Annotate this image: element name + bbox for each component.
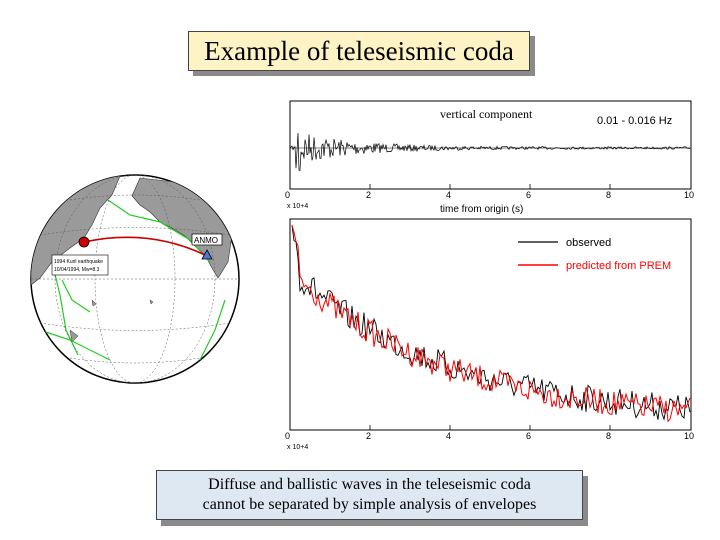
bottom-x-tick-2: 2: [366, 431, 371, 441]
top-seismogram-trace: [289, 132, 691, 171]
station-label: ANMO: [194, 236, 218, 245]
top-x-tick-4: 4: [446, 190, 451, 200]
great-circle-path: [83, 236, 208, 257]
earthquake-marker: [78, 236, 90, 248]
caption-line-1: Diffuse and ballistic waves in the teles…: [208, 476, 531, 493]
predicted-envelope: [291, 224, 691, 423]
plate-boundaries: [39, 199, 226, 361]
slide-title: Example of teleseismic coda: [188, 31, 530, 71]
band-label: 0.01 - 0.016 Hz: [597, 115, 672, 127]
top-x-label: time from origin (s): [440, 204, 523, 215]
bottom-x-tick-8: 8: [606, 431, 611, 441]
legend-predicted-label: predicted from PREM: [566, 260, 671, 272]
bottom-x-scale: x 10+4: [287, 444, 308, 451]
bottom-x-tick-6: 6: [526, 431, 531, 441]
bottom-x-tick-10: 10: [684, 431, 694, 441]
bottom-x-ticks: [289, 425, 692, 430]
bottom-x-tick-0: 0: [285, 431, 290, 441]
top-x-tick-8: 8: [606, 190, 611, 200]
observed-envelope: [291, 225, 691, 421]
islands: [69, 299, 154, 343]
top-x-scale: x 10+4: [287, 203, 308, 210]
bottom-x-tick-4: 4: [446, 431, 451, 441]
station-marker: [201, 249, 213, 260]
legend-observed-label: observed: [566, 237, 611, 249]
graticule: [31, 175, 239, 383]
top-x-tick-6: 6: [526, 190, 531, 200]
event-label-line1: 1994 Kuril earthquake: [54, 259, 103, 265]
event-label-line2: 10/04/1994, Mw=8.3: [54, 267, 100, 273]
top-x-tick-2: 2: [366, 190, 371, 200]
caption-line-2: cannot be separated by simple analysis o…: [202, 496, 537, 513]
top-plot-frame: [289, 100, 692, 190]
top-x-tick-10: 10: [684, 190, 694, 200]
top-x-tick-0: 0: [285, 190, 290, 200]
top-x-ticks: [289, 184, 692, 189]
component-label: vertical component: [440, 107, 533, 121]
slide-caption: Diffuse and ballistic waves in the teles…: [156, 470, 583, 520]
